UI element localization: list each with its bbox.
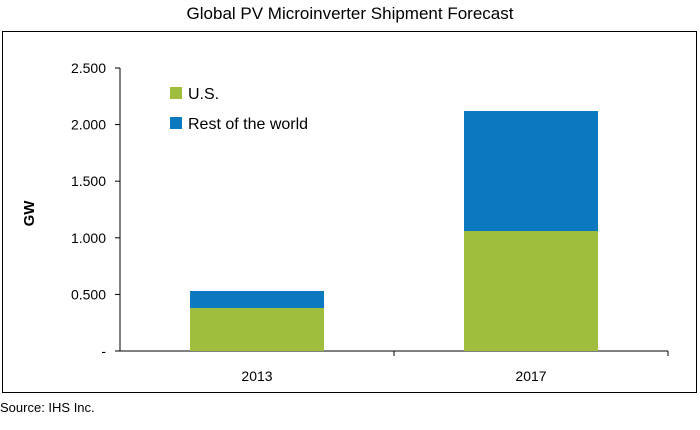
y-tick-label: - bbox=[101, 343, 106, 359]
bar-rest-of-world-2017 bbox=[464, 111, 598, 232]
x-tick-label: 2013 bbox=[241, 368, 272, 384]
x-tick-label: 2017 bbox=[515, 368, 546, 384]
legend-swatch bbox=[170, 117, 182, 129]
chart-frame bbox=[2, 31, 697, 393]
y-tick-label: 1.000 bbox=[71, 230, 106, 246]
source-note: Source: IHS Inc. bbox=[0, 400, 95, 415]
bar-us-2013 bbox=[190, 307, 324, 351]
legend-label: Rest of the world bbox=[188, 116, 308, 133]
bar-us-2017 bbox=[464, 231, 598, 351]
chart-title: Global PV Microinverter Shipment Forecas… bbox=[186, 4, 514, 23]
legend-swatch bbox=[170, 87, 182, 99]
y-tick-label: 2.500 bbox=[71, 60, 106, 76]
bar-rest-of-world-2013 bbox=[190, 291, 324, 308]
y-axis-label: GW bbox=[21, 200, 38, 227]
legend-label: U.S. bbox=[188, 86, 219, 103]
y-tick-label: 1.500 bbox=[71, 173, 106, 189]
y-tick-label: 0.500 bbox=[71, 286, 106, 302]
y-tick-label: 2.000 bbox=[71, 117, 106, 133]
